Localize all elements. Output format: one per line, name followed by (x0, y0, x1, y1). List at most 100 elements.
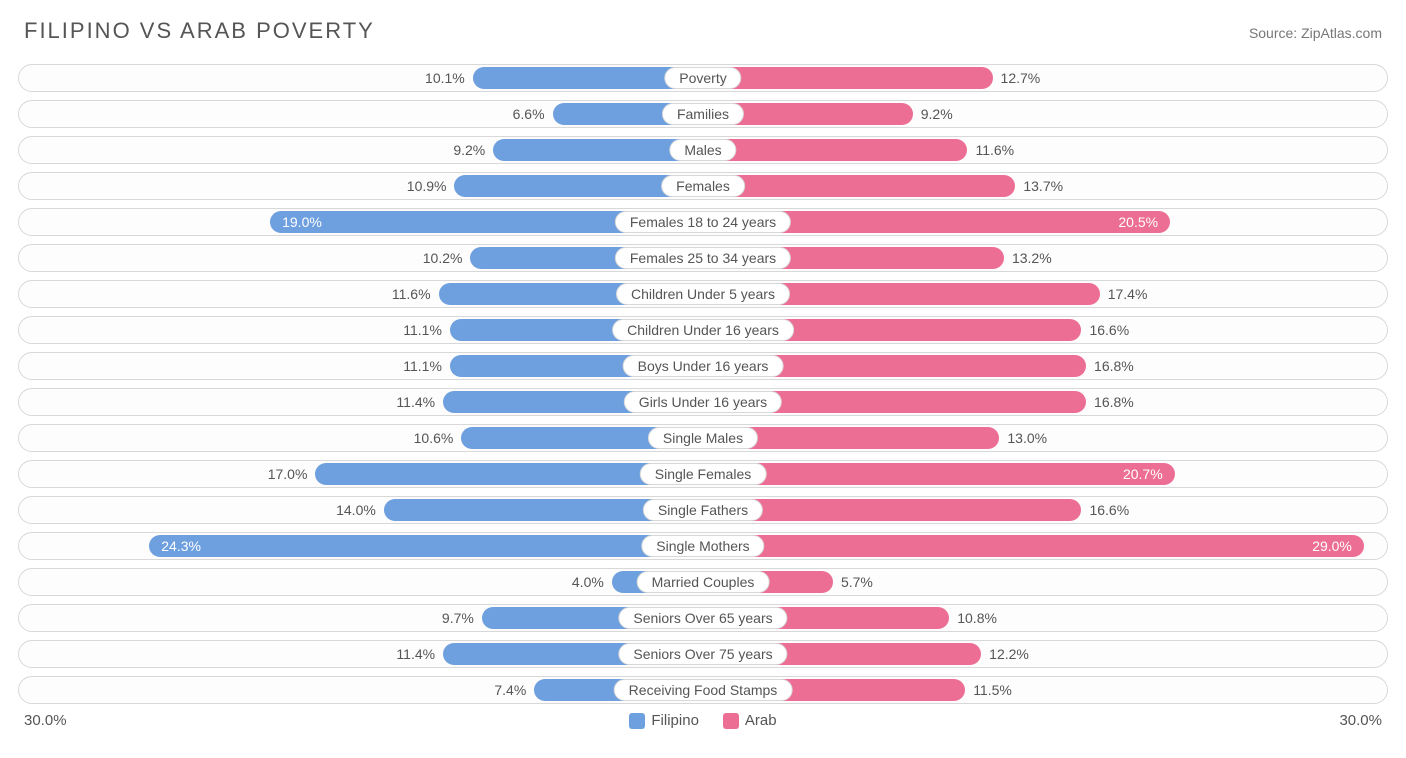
bar-half-right: 10.8% (703, 605, 1387, 631)
value-filipino: 17.0% (268, 466, 308, 482)
chart-row: 9.7%10.8%Seniors Over 65 years (18, 604, 1388, 632)
value-arab: 9.2% (921, 106, 953, 122)
butterfly-chart: 10.1%12.7%Poverty6.6%9.2%Families9.2%11.… (18, 64, 1388, 704)
bar-half-right: 5.7% (703, 569, 1387, 595)
legend-label-filipino: Filipino (651, 712, 699, 729)
bar-half-left: 10.2% (19, 245, 703, 271)
value-filipino: 4.0% (572, 574, 604, 590)
legend-label-arab: Arab (745, 712, 777, 729)
chart-row: 4.0% 5.7% Married Couples (18, 568, 1388, 596)
chart-row: 11.1%16.8%Boys Under 16 years (18, 352, 1388, 380)
category-label: Children Under 5 years (616, 283, 790, 305)
bar-half-right: 13.7% (703, 173, 1387, 199)
value-arab: 16.8% (1094, 394, 1134, 410)
category-label: Single Fathers (643, 499, 763, 521)
category-label: Single Mothers (641, 535, 764, 557)
chart-row: 11.6%17.4%Children Under 5 years (18, 280, 1388, 308)
category-label: Receiving Food Stamps (614, 679, 793, 701)
value-arab: 13.2% (1012, 250, 1052, 266)
bar-half-right: 9.2% (703, 101, 1387, 127)
value-filipino: 11.1% (403, 358, 442, 374)
value-arab: 12.7% (1001, 70, 1041, 86)
value-filipino: 10.1% (425, 70, 465, 86)
bar-arab (703, 67, 993, 89)
bar-half-left: 14.0% (19, 497, 703, 523)
chart-footer: 30.0% Filipino Arab 30.0% (18, 712, 1388, 729)
bar-half-right: 16.6% (703, 317, 1387, 343)
bar-arab (703, 139, 967, 161)
bar-half-right: 12.7% (703, 65, 1387, 91)
value-arab: 20.7% (1123, 466, 1163, 482)
bar-half-left: 11.1% (19, 353, 703, 379)
category-label: Females 25 to 34 years (615, 247, 791, 269)
value-filipino: 11.4% (396, 394, 435, 410)
chart-row: 17.0% 20.7% Single Females (18, 460, 1388, 488)
value-filipino: 24.3% (161, 538, 201, 554)
category-label: Females (661, 175, 745, 197)
legend-swatch-arab (723, 713, 739, 729)
bar-half-right: 13.2% (703, 245, 1387, 271)
chart-row: 14.0% 16.6% Single Fathers (18, 496, 1388, 524)
bar-half-right: 16.8% (703, 353, 1387, 379)
bar-half-right: 16.6% (703, 497, 1387, 523)
source-name: ZipAtlas.com (1301, 25, 1382, 41)
category-label: Males (669, 139, 736, 161)
bar-half-left: 9.2% (19, 137, 703, 163)
bar-half-left: 7.4% (19, 677, 703, 703)
bar-half-left: 17.0% (19, 461, 703, 487)
bar-half-left: 4.0% (19, 569, 703, 595)
chart-row: 6.6% 9.2% Families (18, 100, 1388, 128)
value-arab: 29.0% (1312, 538, 1352, 554)
bar-half-right: 20.7% (703, 461, 1387, 487)
bar-half-right: 11.6% (703, 137, 1387, 163)
category-label: Girls Under 16 years (624, 391, 782, 413)
bar-half-right: 17.4% (703, 281, 1387, 307)
bar-arab (703, 175, 1015, 197)
chart-row: 24.3% 29.0% Single Mothers (18, 532, 1388, 560)
chart-row: 7.4% 11.5% Receiving Food Stamps (18, 676, 1388, 704)
legend-item-filipino: Filipino (629, 712, 699, 729)
value-arab: 10.8% (957, 610, 997, 626)
chart-row: 10.9%13.7%Females (18, 172, 1388, 200)
bar-half-left: 24.3% (19, 533, 703, 559)
chart-row: 11.1%16.6%Children Under 16 years (18, 316, 1388, 344)
bar-half-right: 11.5% (703, 677, 1387, 703)
chart-row: 10.6%13.0%Single Males (18, 424, 1388, 452)
value-filipino: 10.6% (414, 430, 454, 446)
chart-row: 9.2% 11.6% Males (18, 136, 1388, 164)
source-label: Source: (1249, 25, 1297, 41)
category-label: Married Couples (637, 571, 770, 593)
value-filipino: 7.4% (494, 682, 526, 698)
bar-half-left: 10.1% (19, 65, 703, 91)
category-label: Single Females (640, 463, 767, 485)
legend: Filipino Arab (629, 712, 776, 729)
legend-swatch-filipino (629, 713, 645, 729)
bar-half-left: 11.4% (19, 641, 703, 667)
value-arab: 11.5% (973, 682, 1012, 698)
legend-item-arab: Arab (723, 712, 777, 729)
chart-title: FILIPINO VS ARAB POVERTY (24, 18, 375, 44)
category-label: Females 18 to 24 years (615, 211, 791, 233)
value-filipino: 11.4% (396, 646, 435, 662)
value-arab: 11.6% (975, 142, 1014, 158)
value-filipino: 9.2% (453, 142, 485, 158)
bar-half-left: 10.9% (19, 173, 703, 199)
value-arab: 16.6% (1089, 322, 1129, 338)
value-arab: 16.6% (1089, 502, 1129, 518)
bar-half-right: 29.0% (703, 533, 1387, 559)
chart-row: 11.4%12.2%Seniors Over 75 years (18, 640, 1388, 668)
value-filipino: 11.1% (403, 322, 442, 338)
value-arab: 5.7% (841, 574, 873, 590)
bar-half-right: 16.8% (703, 389, 1387, 415)
chart-row: 10.1%12.7%Poverty (18, 64, 1388, 92)
bar-half-right: 13.0% (703, 425, 1387, 451)
bar-half-left: 11.1% (19, 317, 703, 343)
chart-header: FILIPINO VS ARAB POVERTY Source: ZipAtla… (18, 18, 1388, 44)
value-arab: 13.0% (1007, 430, 1047, 446)
chart-row: 11.4% 16.8% Girls Under 16 years (18, 388, 1388, 416)
bar-half-left: 11.6% (19, 281, 703, 307)
bar-half-left: 9.7% (19, 605, 703, 631)
category-label: Families (662, 103, 744, 125)
bar-half-left: 11.4% (19, 389, 703, 415)
value-filipino: 6.6% (513, 106, 545, 122)
